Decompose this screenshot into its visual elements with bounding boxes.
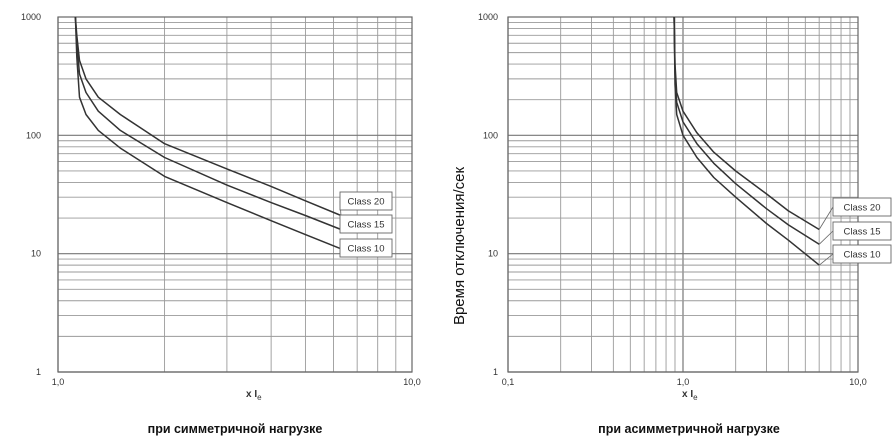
- series-line-class-10: [74, 16, 342, 250]
- y-tick-label: 1000: [21, 12, 41, 22]
- legend-leader: [818, 253, 834, 266]
- legend-leader: [818, 206, 834, 230]
- series-line-class-20: [74, 16, 342, 217]
- legend-label: Class 10: [348, 244, 385, 255]
- legend-label: Class 10: [844, 250, 881, 261]
- legend-symmetric: Class 20 Class 15 Class 10: [339, 191, 393, 258]
- x-tick-label: 10,0: [403, 377, 421, 387]
- y-tick-label: 10: [488, 249, 498, 259]
- legend-box: [832, 221, 892, 241]
- y-axis-label: Время отключения/сек: [451, 167, 468, 326]
- legend-box: [339, 238, 393, 258]
- legend-box: [339, 191, 393, 211]
- plot-frame: [507, 16, 859, 373]
- legend-box: [832, 197, 892, 217]
- y-tick-label: 1000: [478, 12, 498, 22]
- y-tick-label: 100: [483, 130, 498, 140]
- x-tick-label: 1,0: [52, 377, 65, 387]
- ticks-symmetric: 1000 100 10 1 1,0 10,0: [21, 12, 421, 387]
- legend-label: Class 15: [844, 227, 881, 238]
- legend-label: Class 20: [844, 203, 881, 214]
- ticks-asymmetric: 1000 100 10 1 0,1 1,0 10,0: [478, 12, 867, 387]
- legend-box: [339, 214, 393, 234]
- caption-symmetric: при симметричной нагрузке: [148, 422, 323, 436]
- x-tick-label: 0,1: [502, 377, 515, 387]
- y-tick-label: 10: [31, 249, 41, 259]
- grid-symmetric: [57, 16, 413, 373]
- y-tick-label: 100: [26, 130, 41, 140]
- curves-symmetric: [74, 16, 342, 250]
- series-line-class-10: [673, 16, 820, 266]
- y-tick-label: 1: [493, 367, 498, 377]
- legend-box: [832, 244, 892, 264]
- x-tick-label: 10,0: [849, 377, 867, 387]
- curves-asymmetric: [673, 16, 820, 266]
- series-line-class-15: [74, 16, 342, 231]
- legend-leader: [818, 230, 834, 245]
- legend-label: Class 20: [348, 197, 385, 208]
- y-tick-label: 1: [36, 367, 41, 377]
- x-tick-label: 1,0: [677, 377, 690, 387]
- x-axis-label-asymmetric: x Ie: [682, 389, 698, 402]
- plot-frame: [57, 16, 413, 373]
- x-axis-label-symmetric: x Ie: [246, 389, 262, 402]
- legend-label: Class 15: [348, 220, 385, 231]
- grid-asymmetric: [507, 16, 859, 373]
- legend-asymmetric: Class 20 Class 15 Class 10: [818, 197, 892, 266]
- caption-asymmetric: при асимметричной нагрузке: [598, 422, 780, 436]
